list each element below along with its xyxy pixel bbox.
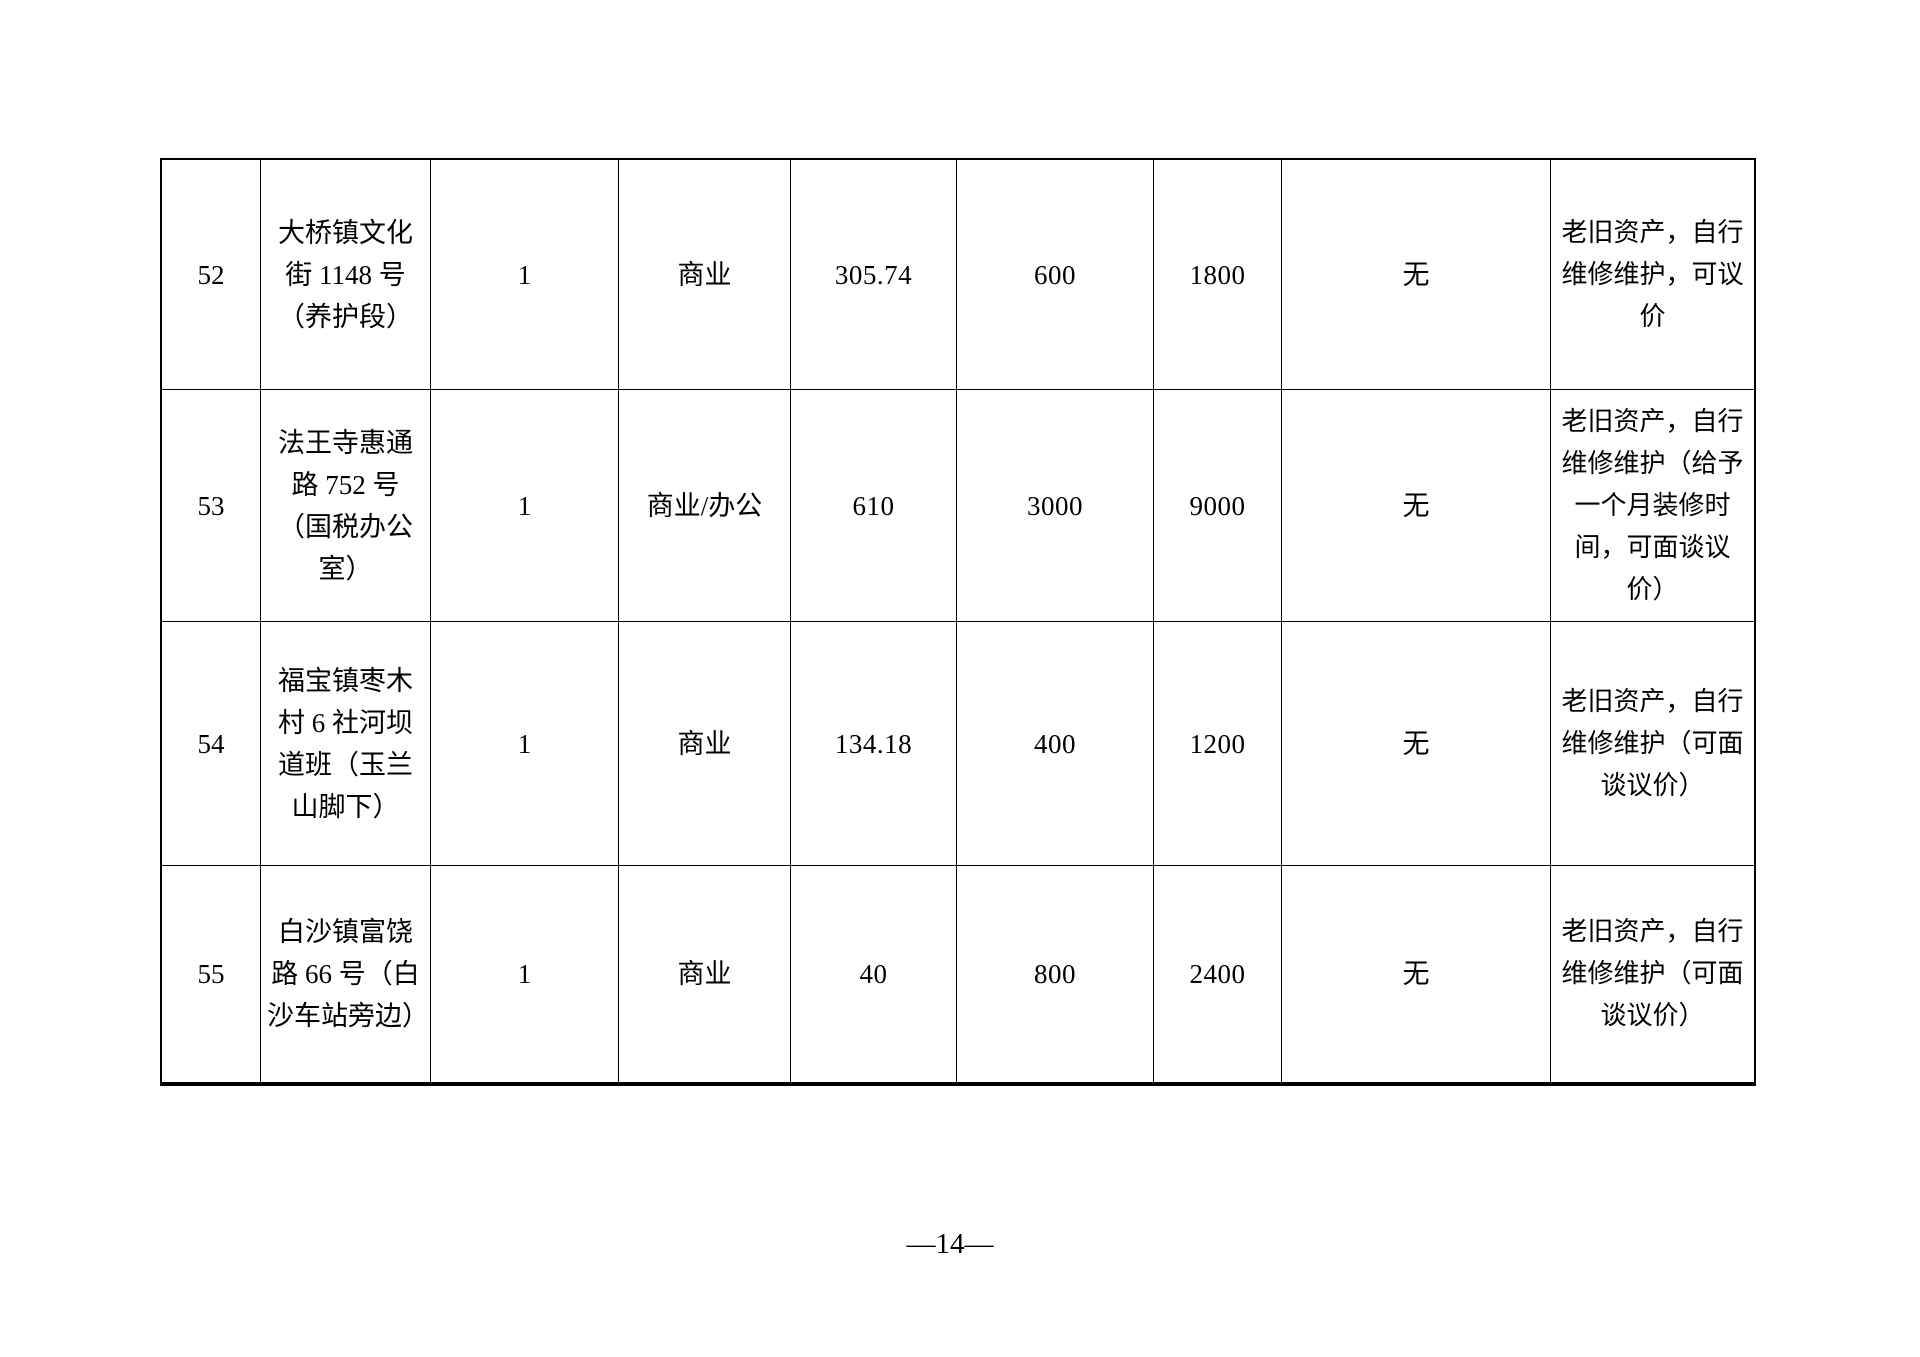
cell-r52-c2-location: 大桥镇文化街 1148 号（养护段） — [261, 160, 431, 390]
cell-r53-c4-usage: 商业/办公 — [619, 390, 791, 622]
cell-r53-c1-serial: 53 — [162, 390, 261, 622]
cell-r55-c7-price: 2400 — [1154, 866, 1282, 1082]
cell-r55-c4-usage: 商业 — [619, 866, 791, 1082]
cell-r52-c4-usage: 商业 — [619, 160, 791, 390]
cell-r52-c9-remark: 老旧资产，自行维修维护，可议价 — [1551, 160, 1754, 390]
cell-r52-c8-none: 无 — [1282, 160, 1551, 390]
cell-r55-c3-quantity: 1 — [431, 866, 619, 1082]
cell-r53-c5-area: 610 — [791, 390, 957, 622]
cell-r54-c6-price: 400 — [957, 622, 1154, 866]
cell-r53-c9-remark: 老旧资产，自行维修维护（给予一个月装修时间，可面谈议价） — [1551, 390, 1754, 622]
cell-r53-c6-price: 3000 — [957, 390, 1154, 622]
cell-r55-c1-serial: 55 — [162, 866, 261, 1082]
page-number: —14— — [906, 1228, 994, 1260]
cell-r54-c8-none: 无 — [1282, 622, 1551, 866]
cell-r55-c8-none: 无 — [1282, 866, 1551, 1082]
cell-r54-c4-usage: 商业 — [619, 622, 791, 866]
cell-r53-c8-none: 无 — [1282, 390, 1551, 622]
cell-r53-c7-price: 9000 — [1154, 390, 1282, 622]
cell-r55-c5-area: 40 — [791, 866, 957, 1082]
cell-r52-c6-price: 600 — [957, 160, 1154, 390]
cell-r54-c3-quantity: 1 — [431, 622, 619, 866]
cell-r54-c7-price: 1200 — [1154, 622, 1282, 866]
cell-r52-c3-quantity: 1 — [431, 160, 619, 390]
cell-r53-c3-quantity: 1 — [431, 390, 619, 622]
cell-r55-c6-price: 800 — [957, 866, 1154, 1082]
cell-r55-c9-remark: 老旧资产，自行维修维护（可面谈议价） — [1561, 917, 1744, 1030]
cell-r55-c2-location: 白沙镇富饶路 66 号（白沙车站旁边） — [261, 866, 431, 1082]
cell-r54-c2-location: 福宝镇枣木村 6 社河坝道班（玉兰山脚下） — [261, 622, 431, 866]
cell-r52-c7-price: 1800 — [1154, 160, 1282, 390]
cell-r52-c5-area: 305.74 — [791, 160, 957, 390]
cell-r54-c1-serial: 54 — [162, 622, 261, 866]
asset-rental-table: 52 大桥镇文化街 1148 号（养护段） 1 商业 305.74 600 18… — [160, 158, 1756, 1086]
cell-r54-c5-area: 134.18 — [791, 622, 957, 866]
cell-r53-c2-location: 法王寺惠通路 752 号（国税办公室） — [261, 390, 431, 622]
cell-r54-c9-remark: 老旧资产，自行维修维护（可面谈议价） — [1551, 622, 1754, 866]
cell-r52-c1-serial: 52 — [162, 160, 261, 390]
